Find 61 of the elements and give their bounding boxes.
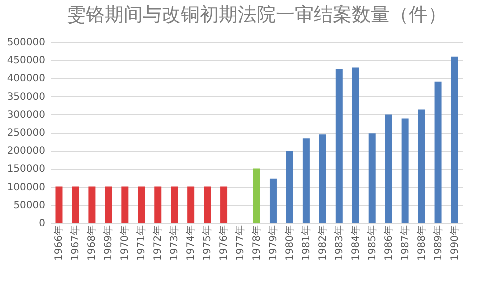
y-tick-label: 50000 bbox=[14, 200, 46, 212]
bar bbox=[402, 118, 409, 223]
x-tick-label: 1977年 bbox=[234, 226, 247, 261]
x-tick-label: 1970年 bbox=[119, 226, 132, 261]
x-tick-label: 1979年 bbox=[267, 226, 280, 261]
x-tick-label: 1978年 bbox=[251, 226, 263, 261]
bar bbox=[385, 114, 392, 223]
x-tick-label: 1969年 bbox=[102, 226, 115, 261]
bar bbox=[270, 178, 277, 223]
x-tick-label: 1974年 bbox=[185, 226, 198, 261]
y-tick-label: 100000 bbox=[7, 182, 46, 194]
x-tick-label: 1989年 bbox=[432, 226, 444, 261]
bar bbox=[56, 186, 63, 223]
x-tick-label: 1988年 bbox=[416, 226, 428, 261]
bar bbox=[451, 56, 458, 223]
bar bbox=[220, 186, 228, 223]
y-tick-label: 350000 bbox=[7, 92, 46, 103]
x-tick-label: 1975年 bbox=[202, 226, 214, 261]
bar bbox=[122, 186, 129, 223]
bar bbox=[434, 82, 442, 223]
x-tick-label: 1976年 bbox=[218, 226, 230, 261]
bar bbox=[302, 138, 310, 223]
y-tick-label: 450000 bbox=[7, 56, 46, 67]
bar bbox=[336, 70, 343, 223]
bar bbox=[254, 168, 260, 223]
x-tick-label: 1973年 bbox=[168, 226, 181, 261]
x-tick-label: 1968年 bbox=[86, 226, 98, 261]
x-tick-label: 1980年 bbox=[284, 226, 296, 261]
x-tick-label: 1981年 bbox=[300, 226, 312, 261]
x-tick-label: 1986年 bbox=[382, 226, 395, 261]
bar bbox=[418, 110, 426, 223]
bar bbox=[286, 151, 294, 223]
x-tick-label: 1972年 bbox=[152, 226, 164, 261]
bar bbox=[352, 68, 360, 223]
x-tick-label: 1987年 bbox=[399, 226, 412, 261]
x-tick-label: 1971年 bbox=[136, 226, 148, 261]
bar bbox=[204, 186, 212, 223]
y-tick-label: 0 bbox=[39, 218, 46, 230]
bar bbox=[154, 186, 162, 223]
bar bbox=[88, 186, 96, 223]
bar bbox=[188, 186, 195, 223]
bar bbox=[138, 186, 146, 223]
x-tick-label: 1982年 bbox=[316, 226, 329, 261]
bar bbox=[105, 186, 112, 223]
x-tick-label: 1966年 bbox=[53, 226, 66, 261]
y-tick-label: 150000 bbox=[7, 164, 46, 176]
y-tick-label: 500000 bbox=[7, 38, 46, 48]
x-tick-label: 1985年 bbox=[366, 226, 378, 261]
bar bbox=[319, 134, 326, 223]
chart-title: 雯铬期间与改铜初期法院一审结案数量（件） bbox=[67, 4, 447, 26]
y-tick-label: 250000 bbox=[7, 128, 46, 139]
x-tick-label: 1984年 bbox=[350, 226, 362, 261]
y-tick-label: 400000 bbox=[7, 74, 46, 85]
x-tick-label: 1983年 bbox=[333, 226, 346, 261]
y-tick-label: 200000 bbox=[7, 146, 46, 158]
bar bbox=[72, 186, 80, 223]
bar bbox=[368, 134, 376, 223]
bar bbox=[171, 186, 178, 223]
x-tick-label: 1967年 bbox=[70, 226, 82, 261]
y-tick-label: 300000 bbox=[7, 110, 46, 121]
x-tick-label: 1990年 bbox=[448, 226, 461, 261]
